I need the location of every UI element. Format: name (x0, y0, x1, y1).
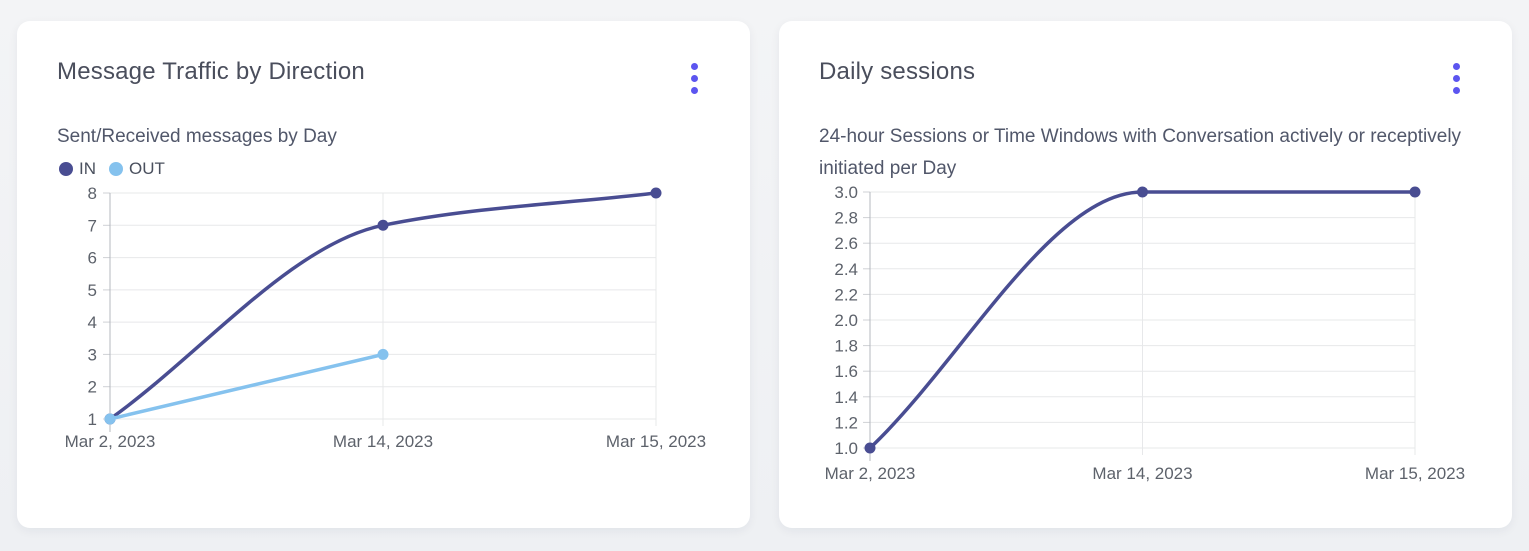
daily-sessions-line-chart[interactable]: 1.0 1.2 1.4 1.6 1.8 2.0 2.2 2.4 2.6 2.8 3.0 Mar 2, … (779, 21, 1512, 528)
card-header: Daily sessions (819, 57, 1468, 98)
chart-legend: IN OUT (59, 159, 165, 179)
message-traffic-card: 1 2 3 4 5 6 7 8 Mar 2, 2023 Mar 14, 2023 Mar 15, 2… (17, 21, 750, 528)
legend-label: IN (79, 159, 96, 178)
x-tick-label: Mar 15, 2023 (606, 432, 706, 451)
legend-item-in[interactable]: IN (59, 159, 96, 179)
x-tick-label: Mar 14, 2023 (333, 432, 433, 451)
y-tick-label: 1.4 (834, 388, 858, 407)
y-tick-label: 1 (88, 410, 97, 429)
y-tick-label: 2 (88, 378, 97, 397)
legend-dot-icon (59, 162, 73, 176)
y-tick-label: 6 (88, 249, 97, 268)
card-subtitle: 24-hour Sessions or Time Windows with Co… (819, 126, 1462, 179)
data-point[interactable] (1409, 186, 1421, 198)
y-tick-label: 2.4 (834, 260, 858, 279)
data-point[interactable] (864, 442, 876, 454)
y-tick-label: 2.0 (834, 311, 858, 330)
kebab-dot (691, 63, 698, 70)
kebab-dot (1453, 75, 1460, 82)
x-tick-label: Mar 15, 2023 (1365, 464, 1465, 483)
data-point[interactable] (377, 219, 389, 231)
series-line (108, 352, 385, 421)
data-point[interactable] (650, 187, 662, 199)
y-tick-label: 1.0 (834, 439, 858, 458)
card-subtitle: Sent/Received messages by Day (57, 126, 337, 147)
legend-label: OUT (129, 159, 165, 178)
data-point[interactable] (377, 348, 389, 360)
y-tick-label: 8 (88, 184, 97, 203)
y-tick-label: 2.8 (834, 209, 858, 228)
daily-sessions-card: 1.0 1.2 1.4 1.6 1.8 2.0 2.2 2.4 2.6 2.8 3.0 Mar 2, … (779, 21, 1512, 528)
message-traffic-line-chart[interactable]: 1 2 3 4 5 6 7 8 Mar 2, 2023 Mar 14, 2023 Mar 15, 2… (17, 21, 750, 528)
kebab-menu-icon[interactable] (1445, 59, 1468, 98)
y-tick-label: 1.8 (834, 337, 858, 356)
y-tick-label: 7 (88, 216, 97, 235)
series-line (868, 190, 1417, 450)
kebab-dot (1453, 87, 1460, 94)
x-tick-label: Mar 2, 2023 (65, 432, 156, 451)
card-title: Message Traffic by Direction (57, 58, 365, 85)
legend-item-out[interactable]: OUT (109, 159, 165, 179)
y-tick-label: 4 (88, 313, 97, 332)
x-tick-label: Mar 2, 2023 (825, 464, 916, 483)
y-tick-label: 2.6 (834, 234, 858, 253)
kebab-dot (691, 87, 698, 94)
kebab-dot (1453, 63, 1460, 70)
card-title: Daily sessions (819, 58, 976, 85)
data-point[interactable] (1137, 186, 1148, 198)
kebab-menu-icon[interactable] (683, 59, 706, 98)
x-tick-label: Mar 14, 2023 (1092, 464, 1192, 483)
y-tick-label: 3 (88, 345, 97, 364)
y-tick-label: 2.2 (834, 285, 858, 304)
data-point[interactable] (104, 413, 116, 425)
kebab-dot (691, 75, 698, 82)
y-tick-label: 1.2 (834, 413, 858, 432)
legend-dot-icon (109, 162, 123, 176)
y-tick-label: 1.6 (834, 362, 858, 381)
y-tick-label: 3.0 (834, 183, 858, 202)
y-tick-label: 5 (88, 281, 97, 300)
card-header: Message Traffic by Direction (57, 57, 706, 98)
